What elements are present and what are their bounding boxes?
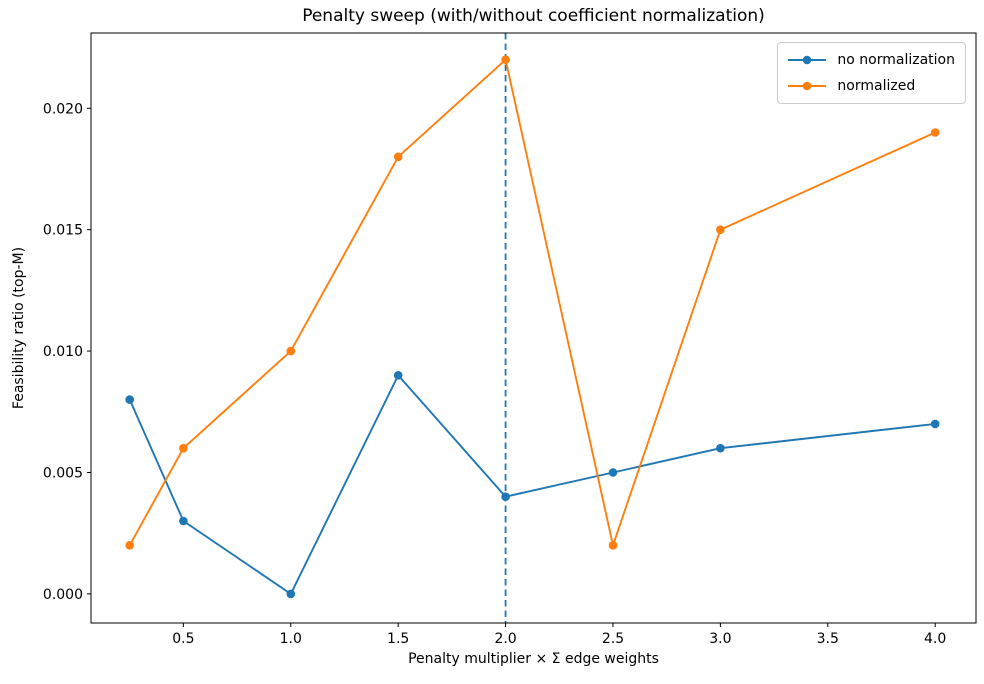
data-point (286, 346, 296, 356)
data-point (501, 55, 510, 64)
y-tick-label: 0.010 (43, 344, 83, 360)
legend-item-no-normalization: no normalization (787, 47, 955, 73)
legend-line-marker-icon (788, 55, 827, 65)
chart-title: Penalty sweep (with/without coefficient … (302, 6, 765, 26)
x-tick-label: 4.0 (924, 631, 946, 647)
x-tick-label: 2.0 (494, 631, 516, 647)
data-point (393, 371, 403, 380)
legend-label-normalized: normalized (837, 78, 916, 94)
y-tick-label: 0.000 (43, 587, 83, 603)
x-axis-label: Penalty multiplier × Σ edge weights (408, 651, 659, 667)
x-tick-label: 3.5 (817, 631, 839, 647)
data-point (286, 589, 296, 599)
x-tick-label: 2.5 (602, 631, 624, 647)
x-tick-label: 1.0 (280, 631, 302, 647)
axes-spines (90, 32, 977, 624)
y-tick-label: 0.005 (43, 465, 83, 481)
data-point (501, 492, 510, 502)
y-tick-label: 0.020 (43, 101, 83, 117)
data-point (179, 443, 188, 453)
legend: no normalization normalized (777, 42, 966, 104)
series-line-1 (128, 58, 937, 547)
data-point (608, 468, 618, 477)
data-point (393, 152, 403, 162)
data-point (930, 419, 940, 429)
data-point (125, 395, 134, 404)
legend-item-normalized: normalized (787, 73, 955, 99)
x-tick-label: 1.5 (387, 631, 409, 647)
data-point (716, 443, 725, 453)
legend-line-marker-icon (788, 81, 827, 91)
x-tick-label: 3.0 (709, 631, 731, 647)
series-line-0 (128, 374, 937, 595)
data-point (930, 128, 940, 137)
y-tick-label: 0.015 (43, 223, 83, 239)
data-point (716, 225, 725, 234)
data-point (608, 541, 618, 550)
legend-label-no-normalization: no normalization (837, 52, 955, 68)
data-point (179, 516, 188, 526)
data-point (125, 541, 134, 550)
x-tick-label: 0.5 (172, 631, 194, 647)
